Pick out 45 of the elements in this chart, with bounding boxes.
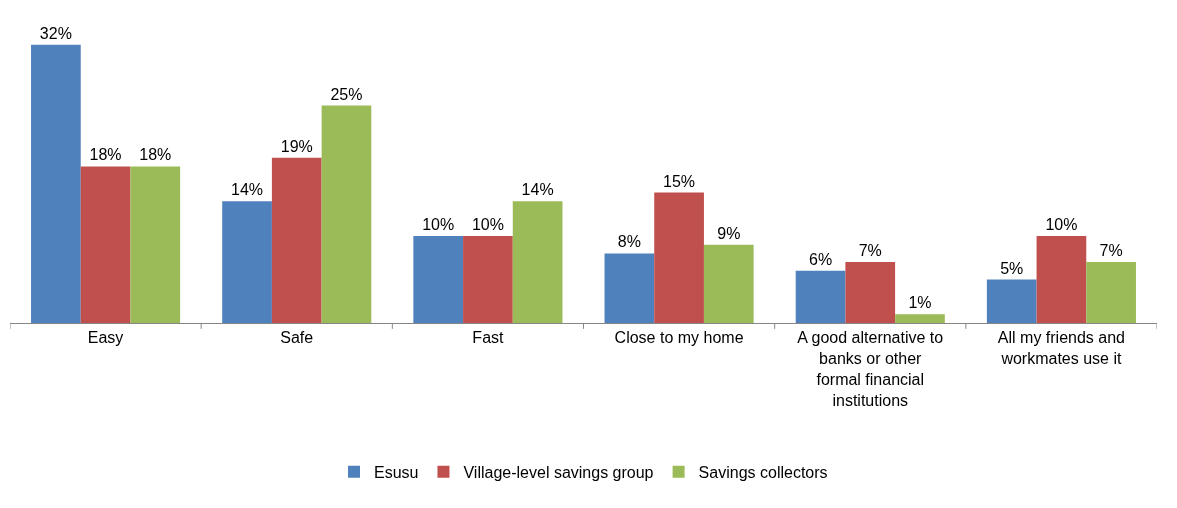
data-label: 25% — [330, 85, 363, 103]
bar — [463, 236, 513, 323]
bar — [845, 262, 896, 323]
data-label: 14% — [231, 181, 264, 199]
data-label: 8% — [617, 233, 641, 251]
bar — [604, 253, 655, 323]
data-label: 18% — [89, 146, 122, 164]
data-label: 14% — [521, 181, 554, 199]
x-tick-label: Fast — [472, 329, 505, 347]
legend-label: Esusu — [374, 463, 419, 481]
data-label: 10% — [471, 216, 504, 234]
bar — [512, 201, 563, 323]
bar — [1036, 236, 1087, 323]
legend-label: Savings collectors — [698, 463, 828, 481]
bar — [703, 244, 754, 323]
data-label: 10% — [422, 216, 455, 234]
bar — [1086, 262, 1136, 323]
data-label: 18% — [139, 146, 172, 164]
data-label: 1% — [908, 294, 932, 312]
data-label: 7% — [1099, 242, 1123, 260]
bar — [895, 314, 945, 323]
bar — [795, 270, 846, 323]
bar — [321, 105, 372, 323]
data-label: 5% — [1000, 259, 1024, 277]
bar — [222, 201, 272, 323]
bar — [986, 279, 1037, 323]
bar — [271, 157, 322, 323]
bar — [654, 192, 704, 323]
bar — [130, 166, 181, 323]
data-label: 15% — [663, 172, 696, 190]
bar — [31, 44, 81, 323]
x-tick-label: Easy — [87, 329, 124, 347]
data-label: 32% — [39, 24, 72, 42]
data-label: 6% — [808, 250, 833, 268]
x-tick-label: Close to my home — [614, 329, 744, 347]
data-label: 10% — [1045, 216, 1078, 234]
legend-label: Village-level savings group — [463, 463, 654, 481]
x-tick-label: Safe — [280, 329, 314, 347]
data-label: 7% — [858, 242, 882, 260]
data-label: 9% — [717, 224, 741, 242]
bar — [80, 166, 131, 323]
x-tick-label: A good alternative to banks or other formal financial institutions — [797, 329, 944, 409]
data-label: 19% — [280, 137, 313, 155]
bar — [413, 236, 464, 323]
x-tick-label: All my friends and workmates use it — [997, 329, 1126, 367]
